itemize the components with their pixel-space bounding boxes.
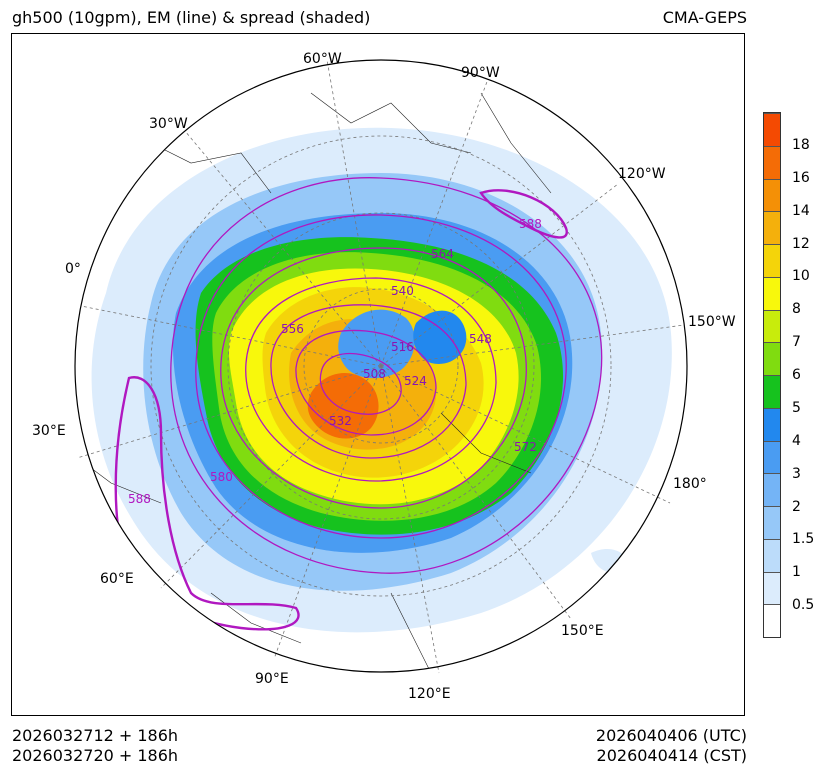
lon-label-90w: 90°W [461, 65, 500, 81]
colorbar-tick-label: 5 [792, 399, 801, 416]
colorbar-cell [764, 244, 780, 277]
contour-labels: 564 588 540 556 516 548 508 524 532 572 … [128, 217, 542, 506]
colorbar-cell [764, 571, 780, 605]
colorbar-tick-label: 18 [792, 136, 810, 153]
lon-label-30e: 30°E [32, 423, 66, 439]
contour-label: 588 [519, 217, 542, 231]
colorbar-tick-label: 12 [792, 235, 810, 252]
lon-label-30w: 30°W [149, 116, 188, 132]
lon-label-120w: 120°W [618, 166, 666, 182]
chart-title: gh500 (10gpm), EM (line) & spread (shade… [12, 8, 371, 27]
colorbar-cell [764, 309, 780, 343]
init-time-cst: 2026032720 + 186h [12, 746, 179, 765]
lon-label-180: 180° [673, 476, 707, 492]
lon-label-0: 0° [65, 261, 81, 277]
contour-label: 548 [469, 332, 492, 346]
colorbar-tick-label: 6 [792, 367, 801, 383]
init-time: 2026032712 + 186h 2026032720 + 186h [12, 726, 178, 766]
colorbar-tick-label: 2 [792, 498, 801, 515]
colorbar-tick-label: 14 [792, 202, 810, 219]
colorbar-cell [764, 178, 780, 212]
colorbar-tick-label: 8 [792, 301, 801, 318]
polar-map: 564 588 540 556 516 548 508 524 532 572 … [32, 51, 736, 702]
colorbar-cell [764, 407, 780, 441]
contour-label: 516 [391, 340, 414, 354]
valid-time-utc: 2026040406 (UTC) [595, 726, 747, 745]
contour-label: 532 [329, 414, 352, 428]
contour-label: 564 [431, 247, 454, 261]
colorbar-cell [764, 375, 780, 408]
colorbar-cell [764, 342, 780, 375]
lon-label-120e: 120°E [408, 686, 451, 702]
lon-label-60w: 60°W [303, 51, 342, 67]
lon-label-60e: 60°E [100, 571, 134, 587]
colorbar-tick-label: 7 [792, 334, 801, 351]
graticule [76, 59, 685, 674]
contour-label: 540 [391, 284, 414, 298]
contour-label: 588 [128, 492, 151, 506]
longitude-labels: 60°W 90°W 30°W 120°W 0° 150°W 30°E 180° … [32, 51, 736, 702]
contour-label: 524 [404, 374, 427, 388]
lon-label-150w: 150°W [688, 314, 736, 330]
contour-label: 556 [281, 322, 304, 336]
contour-label: 580 [210, 470, 233, 484]
lon-label-90e: 90°E [255, 671, 289, 687]
colorbar-cell [764, 113, 780, 146]
colorbar-cell [764, 276, 780, 310]
contour-label: 572 [514, 440, 537, 454]
colorbar-tick-label: 10 [792, 268, 810, 285]
colorbar-cell [764, 211, 780, 244]
lon-label-150e: 150°E [561, 623, 604, 639]
model-name: CMA-GEPS [662, 8, 747, 27]
contour-label: 508 [363, 367, 386, 381]
colorbar-cell [764, 604, 780, 637]
colorbar-cell [764, 145, 780, 179]
colorbar-cell [764, 440, 780, 474]
colorbar-tick-label: 1 [792, 564, 801, 581]
valid-time: 2026040406 (UTC) 2026040414 (CST) [596, 726, 747, 766]
colorbar [763, 112, 781, 638]
valid-time-cst: 2026040414 (CST) [596, 746, 747, 765]
colorbar-tick-label: 4 [792, 432, 801, 449]
map-boundary [74, 59, 688, 673]
colorbar-cell [764, 538, 780, 572]
spread-shading [75, 60, 687, 672]
init-time-utc: 2026032712 + 186h [12, 726, 179, 745]
colorbar-cell [764, 506, 780, 539]
colorbar-cell [764, 473, 780, 506]
colorbar-tick-label: 16 [792, 169, 810, 186]
colorbar-tick-label: 0.5 [792, 597, 815, 614]
colorbar-tick-label: 1.5 [792, 531, 815, 548]
colorbar-tick-label: 3 [792, 465, 801, 482]
